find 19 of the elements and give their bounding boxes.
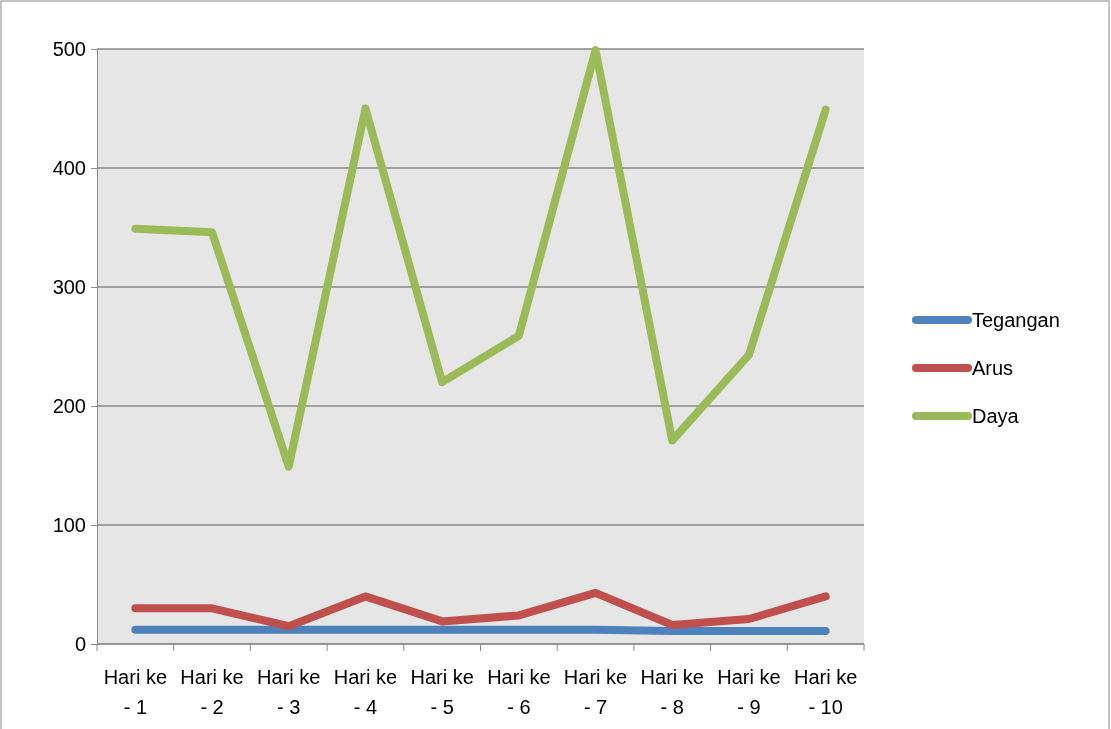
- y-tick-label: 0: [74, 632, 86, 655]
- legend-label: Tegangan: [972, 309, 1060, 331]
- y-tick-label: 100: [52, 513, 86, 536]
- y-tick-label: 300: [52, 275, 86, 298]
- x-tick-label: Hari ke - 3: [257, 666, 321, 718]
- legend-label: Daya: [972, 405, 1020, 427]
- x-tick-label: Hari ke - 2: [180, 666, 244, 718]
- x-tick-label: Hari ke - 1: [103, 666, 168, 718]
- legend-label: Arus: [972, 357, 1014, 379]
- x-tick-label: Hari ke - 8: [640, 666, 704, 718]
- x-tick-label: Hari ke - 4: [333, 666, 398, 718]
- x-tick-label: Hari ke - 10: [793, 666, 858, 718]
- x-tick-label: Hari ke - 9: [717, 666, 781, 718]
- x-tick-label: Hari ke - 5: [410, 666, 474, 718]
- y-tick-label: 500: [52, 37, 86, 60]
- x-tick-label: Hari ke - 6: [487, 666, 551, 718]
- y-tick-label: 200: [52, 394, 86, 417]
- x-tick-label: Hari ke - 7: [563, 666, 628, 718]
- y-tick-label: 400: [52, 156, 86, 179]
